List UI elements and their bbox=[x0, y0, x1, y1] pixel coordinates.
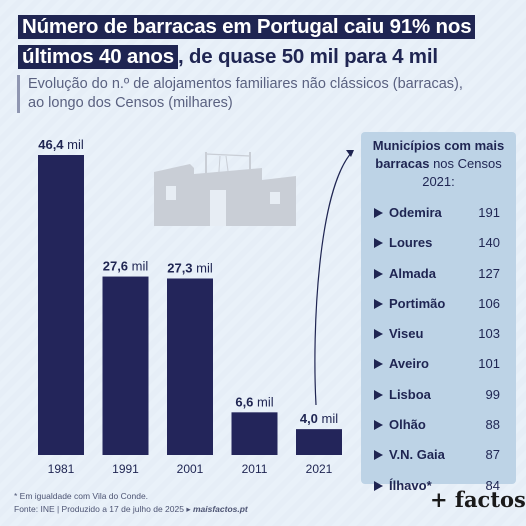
municipality-item: Viseu 103 bbox=[361, 319, 516, 349]
house-silhouette-icon bbox=[154, 152, 296, 226]
municipality-name: Portimão bbox=[389, 295, 446, 311]
municipality-name: Loures bbox=[389, 235, 433, 251]
bars-layer bbox=[38, 155, 342, 455]
municipality-name: Odemira bbox=[389, 205, 442, 220]
x-tick-1981: 1981 bbox=[48, 462, 75, 476]
municipality-count: 106 bbox=[478, 295, 500, 311]
municipality-name: Aveiro bbox=[389, 356, 429, 372]
value-label-1991: 27,6 mil bbox=[103, 259, 149, 274]
municipality-name: Ílhavo* bbox=[389, 477, 432, 493]
municipality-count: 99 bbox=[485, 386, 500, 402]
footnote-source-text: Fonte: INE | Produzido a 17 de julho de … bbox=[14, 504, 193, 514]
triangle-right-icon bbox=[374, 238, 383, 249]
municipality-item: Almada 127 bbox=[361, 259, 516, 289]
headline-highlight-1: Número de barracas em Portugal caiu 91% … bbox=[18, 15, 476, 39]
bar-2011 bbox=[231, 412, 278, 455]
municipality-count: 88 bbox=[485, 417, 500, 433]
municipality-item: Lisboa 99 bbox=[361, 380, 516, 410]
subtitle-line-2: ao longo dos Censos (milhares) bbox=[28, 95, 233, 111]
value-label-1981: 46,4 mil bbox=[38, 137, 84, 152]
headline-line-2: últimos 40 anos, de quase 50 mil para 4 … bbox=[18, 42, 518, 72]
bar-1991 bbox=[102, 276, 149, 455]
municipality-item: V.N. Gaia 87 bbox=[361, 440, 516, 470]
municipality-item: Ílhavo* 84 bbox=[361, 471, 516, 501]
triangle-right-icon bbox=[374, 420, 383, 431]
bar-2021 bbox=[296, 429, 342, 455]
municipality-count: 84 bbox=[485, 477, 500, 493]
x-tick-1991: 1991 bbox=[112, 462, 139, 476]
municipality-count: 101 bbox=[478, 356, 500, 372]
triangle-right-icon bbox=[374, 359, 383, 370]
chart-subtitle: Evolução do n.º de alojamentos familiare… bbox=[17, 75, 488, 113]
footnote: * Em igualdade com Vila do Conde. Fonte:… bbox=[14, 490, 248, 516]
municipality-item: Aveiro 101 bbox=[361, 349, 516, 379]
footnote-source: Fonte: INE | Produzido a 17 de julho de … bbox=[14, 503, 248, 516]
municipality-count: 127 bbox=[478, 265, 500, 281]
subtitle-line-1: Evolução do n.º de alojamentos familiare… bbox=[28, 76, 463, 92]
municipality-item: Loures 140 bbox=[361, 228, 516, 258]
municipality-name: Viseu bbox=[389, 326, 424, 342]
municipality-item: Odemira 191 bbox=[361, 198, 516, 228]
municipality-count: 87 bbox=[485, 447, 500, 463]
municipality-name: Almada bbox=[389, 265, 436, 281]
footnote-note: * Em igualdade com Vila do Conde. bbox=[14, 491, 149, 501]
headline-highlight-2: últimos 40 anos bbox=[18, 45, 178, 69]
x-tick-2021: 2021 bbox=[306, 462, 333, 476]
value-label-2001: 27,3 mil bbox=[167, 260, 213, 275]
arrow-head-icon bbox=[346, 150, 354, 157]
bar-1981 bbox=[38, 155, 84, 455]
footnote-site: maisfactos.pt bbox=[192, 504, 248, 514]
triangle-right-icon bbox=[374, 450, 383, 461]
triangle-right-icon bbox=[374, 208, 383, 218]
panel-title-rest: nos Censos 2021: bbox=[422, 156, 502, 189]
panel-title: Municípios com mais barracas nos Censos … bbox=[361, 132, 516, 191]
value-labels-layer: 46,4 mil 27,6 mil 27,3 mil 6,6 mil 4,0 mil bbox=[38, 137, 338, 426]
headline-rest: , de quase 50 mil para 4 mil bbox=[177, 45, 438, 68]
municipalities-panel: Municípios com mais barracas nos Censos … bbox=[361, 132, 516, 493]
municipality-name: Lisboa bbox=[389, 386, 431, 402]
panel-title-bold: Municípios com mais barracas bbox=[372, 138, 505, 171]
x-ticks-layer: 1981 1991 2001 2011 2021 bbox=[48, 462, 333, 476]
municipality-name: Olhão bbox=[389, 417, 426, 433]
municipality-item: Olhão 88 bbox=[361, 410, 516, 440]
brand-logo: + factos bbox=[430, 487, 526, 512]
triangle-right-icon bbox=[374, 389, 383, 400]
x-tick-2011: 2011 bbox=[242, 462, 268, 476]
municipality-name: V.N. Gaia bbox=[389, 447, 445, 463]
value-label-2011: 6,6 mil bbox=[235, 394, 273, 409]
headline-line-1: Número de barracas em Portugal caiu 91% … bbox=[18, 12, 518, 42]
triangle-right-icon bbox=[374, 329, 383, 340]
municipality-count: 191 bbox=[478, 205, 500, 220]
triangle-right-icon bbox=[374, 298, 383, 309]
triangle-right-icon bbox=[374, 268, 383, 279]
value-label-2021: 4,0 mil bbox=[300, 411, 338, 426]
municipality-item: Portimão 106 bbox=[361, 289, 516, 319]
municipality-count: 140 bbox=[478, 235, 500, 251]
triangle-right-icon bbox=[374, 480, 383, 491]
headline: Número de barracas em Portugal caiu 91% … bbox=[18, 12, 518, 72]
x-tick-2001: 2001 bbox=[177, 462, 204, 476]
arrow-connector bbox=[314, 151, 353, 406]
bar-2001 bbox=[167, 278, 213, 455]
municipality-count: 103 bbox=[478, 326, 500, 342]
municipalities-list: Odemira 191 Loures 140 Almada 127 Portimão 106 V… bbox=[361, 198, 516, 501]
